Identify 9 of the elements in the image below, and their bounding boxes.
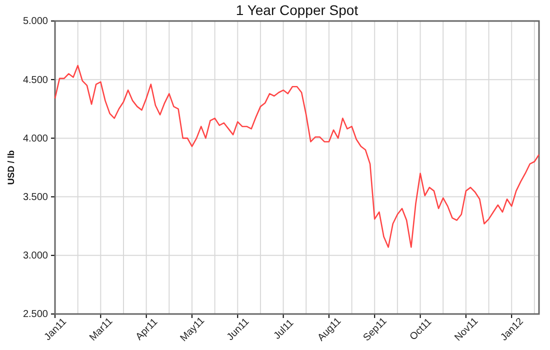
y-tick-label: 3.500: [22, 192, 48, 203]
chart-title: 1 Year Copper Spot: [236, 2, 358, 18]
y-tick-label: 3.000: [22, 250, 48, 262]
y-tick-label: 4.500: [22, 74, 48, 86]
y-tick-label: 2.500: [22, 309, 48, 320]
line-series: [54, 64, 540, 248]
y-tick-label: 4.000: [22, 133, 48, 144]
y-tick-label: 5.000: [22, 16, 48, 28]
y-axis-title: USD / lb: [6, 150, 16, 185]
